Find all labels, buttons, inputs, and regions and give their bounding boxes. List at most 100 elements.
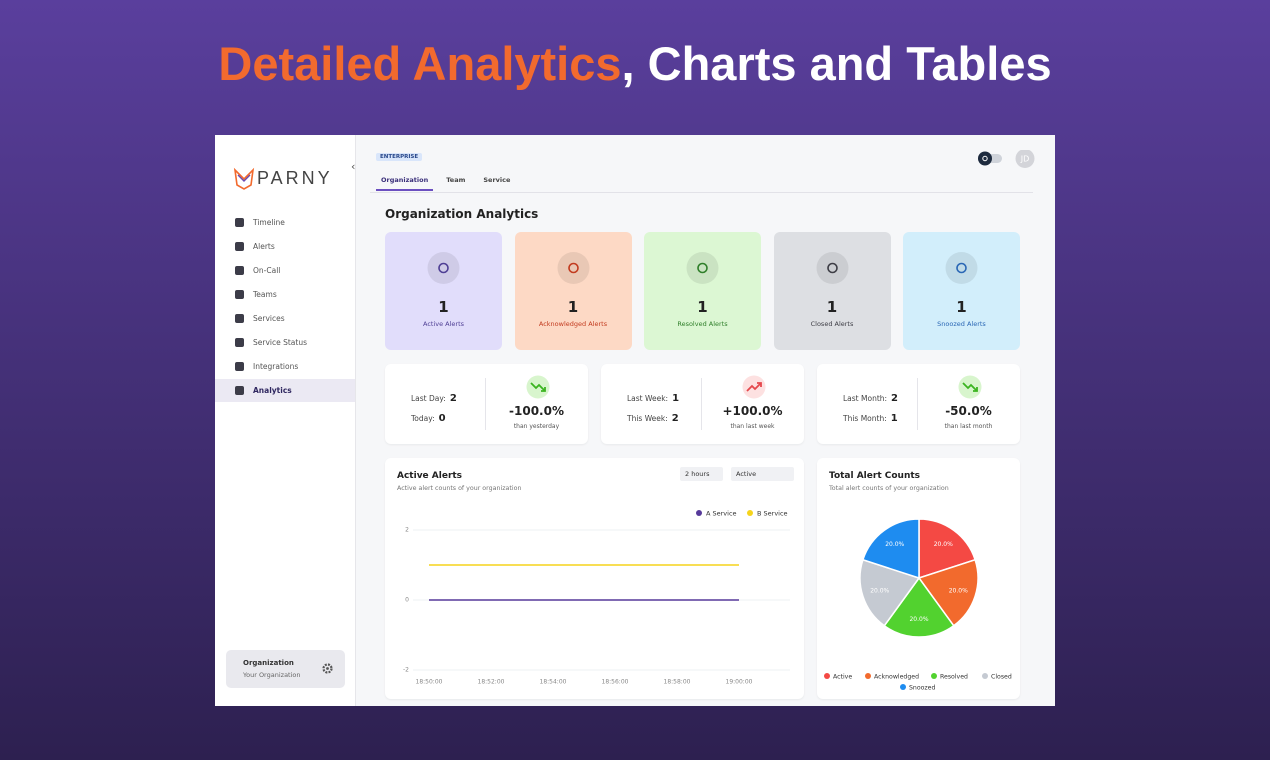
tab[interactable]: Team bbox=[446, 176, 466, 184]
slice-label: 20.0% bbox=[870, 587, 889, 594]
nav-icon bbox=[235, 242, 244, 251]
stat-card: 1 Acknowledged Alerts bbox=[514, 232, 632, 350]
row-label: Last Month: bbox=[843, 394, 888, 403]
legend-marker bbox=[747, 510, 753, 516]
avatar[interactable] bbox=[1015, 150, 1035, 168]
legend-label: A Service bbox=[706, 510, 737, 518]
slice-label: 20.0% bbox=[949, 587, 968, 594]
chart-subtitle: Total alert counts of your organization bbox=[829, 485, 949, 492]
pie-slice bbox=[883, 576, 955, 638]
trend-arrowhead bbox=[541, 387, 546, 392]
stat-card: 1 Closed Alerts bbox=[773, 232, 891, 350]
organization-box[interactable]: Organization Your Organization bbox=[226, 650, 345, 688]
row-label: Last Week: bbox=[627, 394, 669, 403]
icon-circle bbox=[816, 252, 848, 284]
icon-glyph bbox=[438, 262, 449, 274]
legend-label: Snoozed bbox=[909, 685, 935, 692]
x-tick-label: 18:52:00 bbox=[478, 679, 505, 686]
legend-label: Acknowledged bbox=[874, 674, 919, 681]
pie-slice bbox=[918, 518, 977, 580]
x-tick-label: 18:50:00 bbox=[416, 679, 443, 686]
stat-card: 1 Resolved Alerts bbox=[644, 232, 761, 350]
stat-label: Resolved Alerts bbox=[677, 320, 728, 328]
nav-item[interactable]: Analytics bbox=[215, 379, 355, 402]
tab[interactable]: Service bbox=[483, 176, 511, 184]
comparison-row: This Month: 1 bbox=[843, 406, 898, 425]
icon-circle bbox=[557, 252, 589, 284]
headline: Detailed Analytics, Charts and Tables bbox=[0, 36, 1270, 91]
pie-slice bbox=[917, 558, 979, 627]
plan-badge: ENTERPRISE bbox=[376, 153, 423, 161]
nav-item[interactable]: Timeline bbox=[215, 211, 355, 234]
stat-card: 1 Active Alerts bbox=[385, 232, 502, 350]
stat-label: Closed Alerts bbox=[810, 320, 854, 328]
change: +100.0% bbox=[722, 404, 783, 418]
change: -100.0% bbox=[509, 404, 564, 418]
icon-glyph bbox=[826, 262, 838, 274]
avatar-initials: JD bbox=[1020, 155, 1030, 164]
nav-icon bbox=[235, 386, 244, 395]
stat-icon bbox=[686, 252, 719, 284]
comparison-card: Last Day: 2 Today: 0 -100.0% than yesterday bbox=[385, 364, 588, 444]
trend-arrowhead bbox=[757, 382, 762, 387]
stat-value: 1 bbox=[956, 298, 967, 316]
row-label: Today: bbox=[411, 414, 435, 423]
nav-label: Services bbox=[253, 314, 285, 323]
nav-label: On-Call bbox=[253, 266, 281, 275]
collapse-button[interactable]: ‹ bbox=[351, 160, 356, 173]
pie-slice bbox=[861, 518, 920, 580]
chart-card: Active Alerts Active alert counts of your… bbox=[385, 458, 804, 699]
comparison-card: Last Month: 2 This Month: 1 -50.0% than last … bbox=[817, 364, 1020, 444]
x-tick-label: 18:54:00 bbox=[540, 679, 567, 686]
nav-item[interactable]: Service Status bbox=[215, 331, 355, 354]
chart-title: Active Alerts bbox=[397, 471, 463, 481]
page-title: Organization Analytics bbox=[385, 207, 539, 221]
comparison-row: Last Week: 1 bbox=[627, 386, 679, 405]
chart-title: Total Alert Counts bbox=[829, 471, 921, 481]
header-controls: JD bbox=[978, 150, 1035, 168]
legend-label: B Service bbox=[757, 510, 788, 518]
comparison-row: This Week: 2 bbox=[627, 406, 679, 425]
trend-arrow bbox=[530, 382, 546, 392]
nav-icon bbox=[235, 362, 244, 371]
slice-label: 20.0% bbox=[885, 541, 904, 548]
tab[interactable]: Organization bbox=[376, 176, 434, 191]
row-value: 0 bbox=[438, 413, 446, 424]
nav-list: Timeline Alerts On-Call Teams Services Servic… bbox=[215, 211, 355, 411]
legend-marker bbox=[824, 673, 830, 679]
nav-label: Service Status bbox=[253, 338, 308, 347]
x-tick-label: 18:56:00 bbox=[602, 679, 629, 686]
icon-circle bbox=[686, 252, 719, 284]
nav-item[interactable]: Alerts bbox=[215, 235, 355, 258]
chart-card: Total Alert Counts Total alert counts of … bbox=[817, 458, 1020, 699]
nav-icon bbox=[235, 338, 244, 347]
nav-item[interactable]: Services bbox=[215, 307, 355, 330]
nav-item[interactable]: Integrations bbox=[215, 355, 355, 378]
dropdown[interactable]: Active bbox=[731, 467, 794, 481]
nav-label: Analytics bbox=[253, 386, 292, 395]
trend-arrow bbox=[962, 382, 978, 392]
settings-icon[interactable] bbox=[322, 663, 333, 674]
legend-label: Resolved bbox=[940, 674, 968, 681]
row-value: 2 bbox=[671, 413, 679, 424]
stat-value: 1 bbox=[438, 298, 449, 316]
nav-label: Teams bbox=[253, 290, 277, 299]
stat-icon bbox=[427, 252, 460, 284]
nav-icon bbox=[235, 218, 244, 227]
icon-glyph bbox=[697, 262, 708, 274]
comparison-row: Last Month: 2 bbox=[843, 386, 898, 405]
nav-item[interactable]: On-Call bbox=[215, 259, 355, 282]
app-window: PARNY ‹ Timeline Alerts On-Call Teams Servic… bbox=[215, 135, 1055, 706]
logo-icon bbox=[233, 167, 255, 190]
chart-plot: -2 0 2 18:50:00 18:52:00 18:54:00 18:56:00 18:5… bbox=[403, 510, 790, 686]
dropdown[interactable]: 2 hours bbox=[680, 467, 723, 481]
organization-name: Organization bbox=[243, 659, 294, 667]
sidebar: PARNY ‹ Timeline Alerts On-Call Teams Servic… bbox=[215, 135, 356, 706]
comparison-card: Last Week: 1 This Week: 2 +100.0% than last w… bbox=[601, 364, 804, 444]
legend-label: Closed bbox=[991, 674, 1012, 681]
icon-glyph bbox=[567, 262, 579, 274]
y-tick-label: 2 bbox=[405, 527, 409, 534]
row-label: Last Day: bbox=[411, 394, 446, 403]
nav-item[interactable]: Teams bbox=[215, 283, 355, 306]
row-value: 1 bbox=[890, 413, 898, 424]
